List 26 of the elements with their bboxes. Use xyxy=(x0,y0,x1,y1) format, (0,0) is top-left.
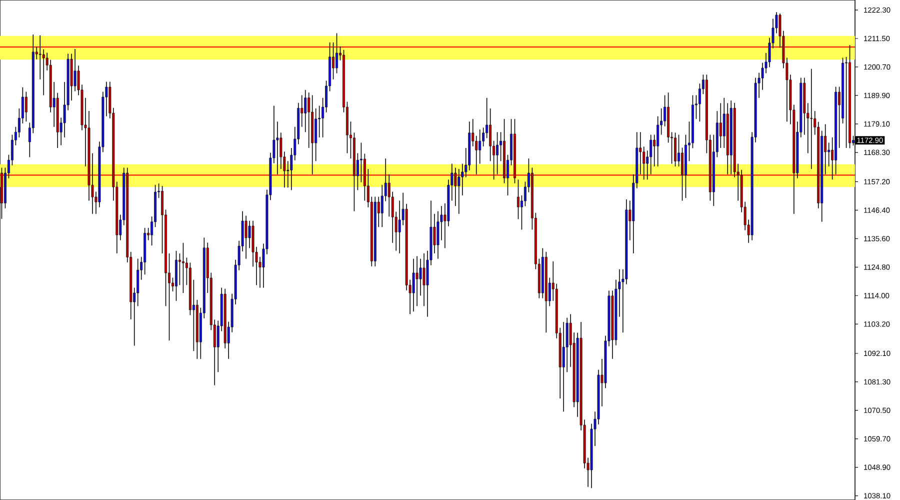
candlestick xyxy=(478,129,482,164)
candlestick xyxy=(304,90,307,133)
candlestick xyxy=(314,108,318,162)
candlestick xyxy=(308,92,310,148)
candlestick xyxy=(248,220,251,249)
candlestick xyxy=(244,215,248,260)
candlestick xyxy=(674,132,677,167)
candlestick xyxy=(681,147,684,202)
candlestick xyxy=(336,32,338,74)
candlestick xyxy=(178,253,181,286)
candlestick xyxy=(845,56,848,148)
candlestick xyxy=(24,91,28,122)
candlestick xyxy=(422,253,426,307)
candlestick xyxy=(74,48,76,92)
candlestick xyxy=(416,256,418,307)
candlestick xyxy=(182,242,184,294)
candlestick xyxy=(562,322,565,412)
candlestick xyxy=(517,179,520,220)
candlestick xyxy=(489,108,492,162)
candlestick xyxy=(719,102,722,148)
candlestick xyxy=(412,258,415,312)
candlestick xyxy=(698,83,701,122)
candlestick xyxy=(656,116,660,167)
candlestick xyxy=(810,68,813,170)
candlestick xyxy=(360,142,362,183)
candlestick xyxy=(496,132,499,175)
